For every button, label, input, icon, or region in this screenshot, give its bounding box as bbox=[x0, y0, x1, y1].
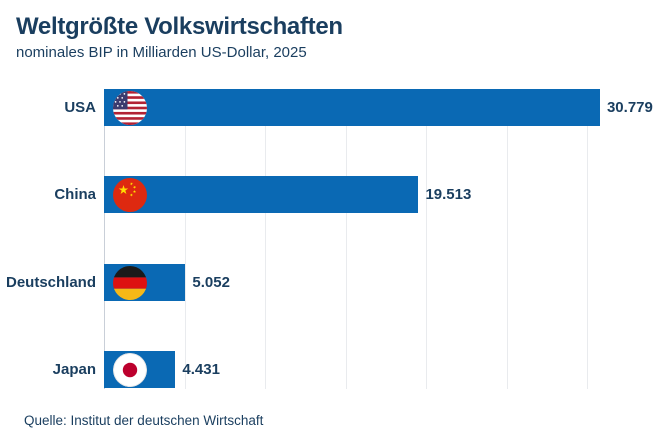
axis-line bbox=[104, 89, 105, 389]
bar-usa: 30.779 bbox=[104, 89, 653, 126]
category-label-japan: Japan bbox=[52, 361, 96, 378]
grid-line bbox=[184, 89, 186, 389]
bar-germany: 5.052 bbox=[104, 264, 230, 301]
category-label-germany: Deutschland bbox=[5, 274, 96, 291]
value-label-japan: 4.431 bbox=[182, 361, 220, 378]
bar-row-japan: Japan 4.431 bbox=[53, 351, 668, 388]
bar-row-usa: USA bbox=[64, 89, 668, 126]
chart-title: Weltgrößte Volkswirtschaften bbox=[16, 13, 343, 40]
value-label-germany: 5.052 bbox=[192, 274, 230, 291]
category-label-usa: USA bbox=[64, 99, 96, 116]
bar-row-china: China 19.513 bbox=[54, 176, 668, 213]
bar-china: 19.513 bbox=[104, 176, 471, 213]
grid-line bbox=[426, 89, 428, 389]
value-label-usa: 30.779 bbox=[606, 99, 653, 116]
grid-line bbox=[345, 89, 347, 389]
bar-japan: 4.431 bbox=[104, 351, 220, 388]
source-note: Quelle: Institut der deutschen Wirtschaf… bbox=[24, 413, 264, 428]
china-flag-icon bbox=[113, 177, 147, 212]
plot-area: USA bbox=[6, 89, 668, 389]
grid-line bbox=[506, 89, 508, 389]
chart-subtitle: nominales BIP in Milliarden US-Dollar, 2… bbox=[16, 44, 307, 61]
bar-row-germany: Deutschland 5.052 bbox=[6, 264, 668, 301]
category-label-china: China bbox=[54, 186, 96, 203]
germany-flag-icon bbox=[113, 265, 147, 300]
japan-flag-icon bbox=[113, 352, 147, 387]
grid-line bbox=[265, 89, 267, 389]
usa-flag-icon bbox=[113, 90, 147, 125]
grid-line bbox=[587, 89, 589, 389]
value-label-china: 19.513 bbox=[425, 186, 472, 203]
